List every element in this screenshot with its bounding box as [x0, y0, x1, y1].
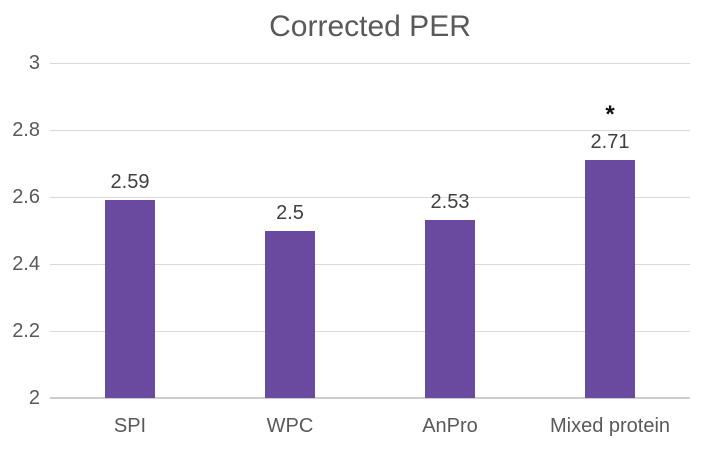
y-tick-label: 3 — [28, 52, 40, 74]
bar — [265, 230, 315, 398]
y-tick-label: 2.6 — [12, 186, 40, 208]
data-label: 2.53 — [430, 191, 470, 214]
data-label: 2.71 — [590, 131, 630, 154]
x-tick-label: Mixed protein — [549, 414, 671, 437]
x-tick-label: SPI — [113, 414, 147, 437]
data-label: 2.59 — [110, 171, 150, 194]
plot-area: 2.59 2.5 2.53 * 2.71 — [50, 63, 690, 399]
gridline — [50, 264, 690, 265]
y-axis: 3 2.8 2.6 2.4 2.2 2 — [0, 52, 40, 409]
x-tick-label: AnPro — [422, 414, 478, 437]
x-tick-label: WPC — [266, 414, 314, 437]
bar-series: 2.59 2.5 2.53 * 2.71 — [50, 63, 690, 398]
gridline — [50, 63, 690, 64]
bar-group: * 2.71 — [530, 63, 690, 398]
y-tick-label: 2.4 — [12, 253, 40, 275]
chart-title: Corrected PER — [269, 10, 471, 43]
bar-group: 2.5 — [210, 63, 370, 398]
gridline — [50, 130, 690, 131]
bar — [425, 220, 475, 398]
y-tick-label: 2.2 — [12, 320, 40, 342]
bar-group: 2.59 — [50, 63, 210, 398]
gridline — [50, 197, 690, 198]
x-axis-line — [50, 397, 690, 399]
y-tick-label: 2 — [28, 387, 40, 409]
gridline — [50, 331, 690, 332]
significance-marker: * — [605, 101, 615, 129]
bar — [585, 160, 635, 398]
x-axis: SPI WPC AnPro Mixed protein — [50, 406, 690, 446]
data-label: 2.5 — [276, 201, 304, 224]
y-tick-label: 2.8 — [12, 119, 40, 141]
bar-group: 2.53 — [370, 63, 530, 398]
bar — [105, 200, 155, 398]
